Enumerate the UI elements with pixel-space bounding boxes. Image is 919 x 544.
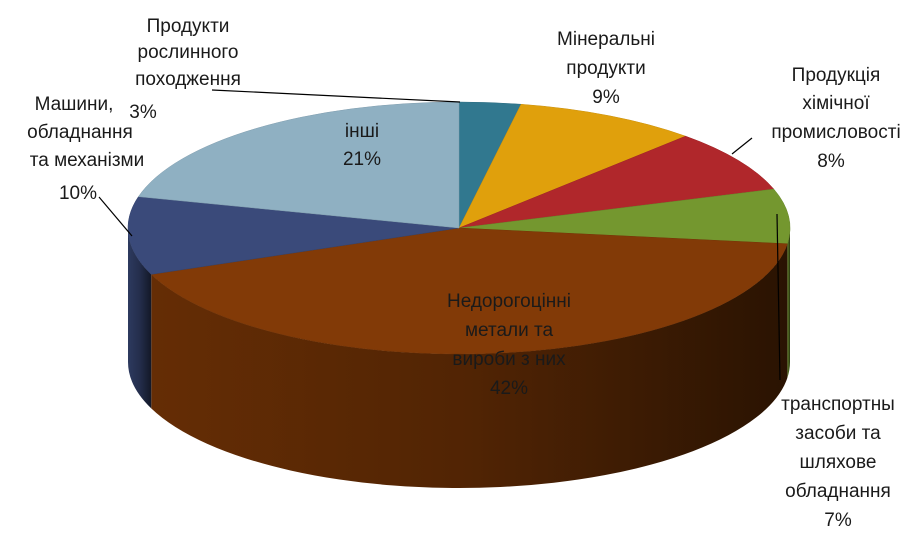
slice-label-0-line-2: походження	[135, 69, 241, 90]
slice-label-5-line-2: та механізми	[30, 150, 145, 171]
slice-label-5-line-0: Машини,	[35, 94, 114, 115]
slice-label-4-line-2: вироби з них	[452, 349, 566, 370]
pie-slice-1	[458, 103, 687, 229]
slice-percent-6: 21%	[343, 149, 381, 170]
slice-label-4-line-1: метали та	[465, 320, 554, 341]
slice-side-3	[787, 228, 791, 378]
slice-label-2-line-1: хімічної	[802, 93, 870, 114]
pie-slice-3	[458, 188, 791, 245]
pie-slice-5	[127, 196, 460, 275]
leader-line-2	[731, 137, 753, 155]
slice-percent-3: 7%	[824, 510, 852, 531]
leader-line-3	[776, 213, 781, 381]
slice-percent-1: 9%	[592, 87, 620, 108]
pie-slice-2	[458, 135, 775, 229]
pie-slices	[127, 101, 791, 355]
slice-side-5	[128, 228, 152, 409]
slice-labels: Продукти рослинного походження 3% Мінеральні…	[27, 16, 901, 531]
pie-slice-6	[137, 101, 460, 229]
slice-side-4	[151, 243, 788, 489]
pie-slice-4	[150, 227, 788, 355]
slice-label-0-line-0: Продукти	[147, 16, 230, 37]
slice-label-4-line-0: Недорогоцінні	[447, 291, 571, 312]
slice-label-1-line-1: продукти	[566, 58, 645, 79]
slice-label-6-line-0: інші	[345, 121, 379, 142]
slice-label-1-line-0: Мінеральні	[557, 29, 655, 50]
leader-line-0	[211, 89, 461, 103]
slice-label-2-line-2: промисловості	[771, 122, 900, 143]
slice-label-3-line-3: обладнання	[785, 481, 891, 502]
slice-percent-2: 8%	[817, 151, 845, 172]
slice-percent-0: 3%	[129, 102, 157, 123]
slice-percent-4: 42%	[490, 378, 528, 399]
slice-label-3-line-0: транспортны	[781, 394, 895, 415]
slice-label-3-line-2: шляхове	[800, 452, 877, 473]
slice-label-2-line-0: Продукція	[792, 65, 881, 86]
leader-lines	[98, 89, 781, 381]
pie-sides	[128, 228, 791, 489]
leader-line-5	[98, 196, 133, 237]
slice-label-3-line-1: засоби та	[795, 423, 881, 444]
slice-percent-5: 10%	[59, 183, 97, 204]
slice-label-0-line-1: рослинного	[138, 42, 239, 63]
slice-label-5-line-1: обладнання	[27, 122, 133, 143]
